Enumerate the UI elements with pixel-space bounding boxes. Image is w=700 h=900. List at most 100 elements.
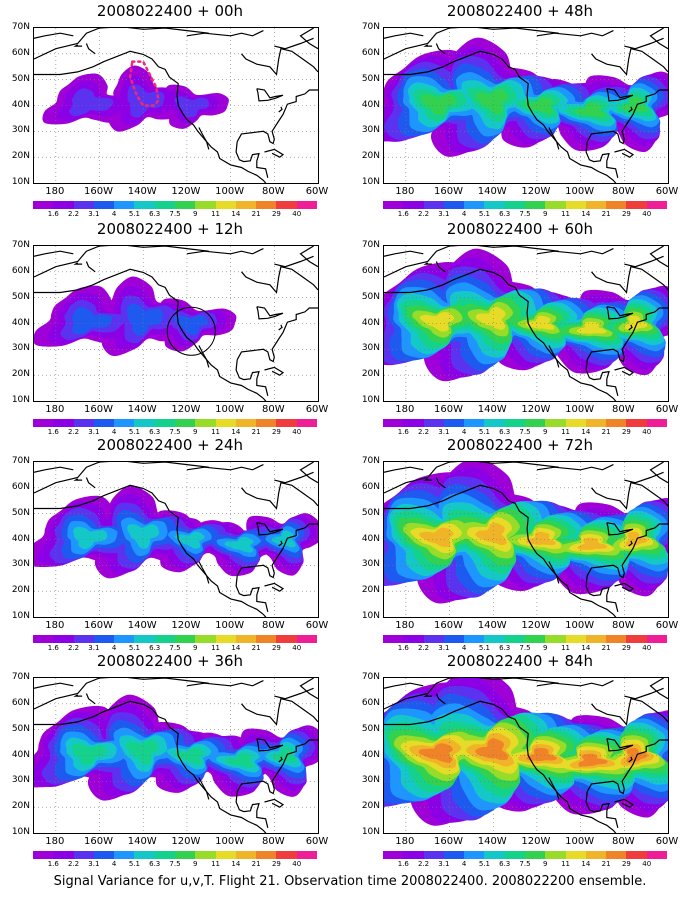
colorbar-swatch bbox=[235, 635, 257, 643]
coastline bbox=[628, 106, 633, 113]
longitude-label: 140W bbox=[477, 186, 507, 197]
colorbar-tick-label: 4 bbox=[111, 428, 117, 436]
colorbar-swatch bbox=[585, 851, 607, 859]
coastline bbox=[624, 37, 664, 50]
longitude-label: 60W bbox=[305, 186, 329, 197]
colorbar-tick-label: 9 bbox=[193, 644, 198, 652]
colorbar bbox=[33, 201, 317, 209]
coastline bbox=[624, 471, 664, 484]
coastline bbox=[274, 37, 314, 50]
colorbar-swatch bbox=[504, 201, 525, 209]
colorbar-swatch bbox=[646, 635, 667, 643]
variance-contour-level-6 bbox=[126, 739, 159, 765]
coastline bbox=[85, 261, 96, 273]
coastline bbox=[34, 466, 74, 473]
colorbar-swatch bbox=[154, 201, 175, 209]
panel-title: 2008022400 + 60h bbox=[446, 220, 594, 238]
latitude-label: 10N bbox=[11, 611, 30, 621]
colorbar bbox=[383, 851, 667, 859]
colorbar-swatch bbox=[154, 635, 175, 643]
latitude-label: 30N bbox=[11, 125, 30, 136]
colorbar-tick-label: 7.5 bbox=[519, 860, 531, 868]
coastline bbox=[606, 522, 634, 536]
colorbar-labels: 1.6 2.2 3.1 4 5.1 6.3 7.5 9 11 14 21 29 40 bbox=[383, 860, 667, 870]
colorbar-swatch bbox=[524, 851, 546, 859]
coastline bbox=[585, 141, 619, 178]
latitude-label: 70N bbox=[361, 456, 380, 466]
colorbar-tick-label: 11 bbox=[561, 210, 571, 218]
colorbar-tick-label: 7.5 bbox=[169, 860, 181, 868]
variance-contour-level-9 bbox=[624, 315, 648, 330]
colorbar-tick-label: 29 bbox=[271, 644, 281, 652]
coastline bbox=[423, 262, 433, 265]
longitude-label: 80W bbox=[261, 836, 285, 847]
colorbar-tick-label: 3.1 bbox=[438, 210, 450, 218]
colorbar-swatch bbox=[484, 419, 505, 427]
colorbar-swatch bbox=[545, 851, 566, 859]
colorbar-tick-label: 6.3 bbox=[149, 428, 161, 436]
coastline bbox=[591, 265, 668, 294]
variance-field-map bbox=[384, 678, 668, 833]
longitude-label: 180 bbox=[395, 186, 415, 197]
latitude-label: 10N bbox=[361, 395, 380, 405]
colorbar-swatch bbox=[33, 851, 54, 859]
colorbar-tick-label: 14 bbox=[581, 644, 591, 652]
longitude-label: 100W bbox=[215, 836, 245, 847]
colorbar-swatch bbox=[403, 635, 424, 643]
longitude-label: 60W bbox=[655, 620, 679, 631]
colorbar-swatch bbox=[606, 851, 627, 859]
coastline bbox=[34, 250, 74, 257]
colorbar-swatch bbox=[484, 201, 505, 209]
coastline bbox=[236, 739, 318, 795]
latitude-label: 60N bbox=[361, 697, 380, 708]
coastline bbox=[198, 777, 210, 800]
colorbar-swatch bbox=[626, 201, 647, 209]
colorbar-swatch bbox=[403, 851, 424, 859]
coastline bbox=[586, 89, 668, 145]
colorbar-swatch bbox=[33, 201, 54, 209]
coastline bbox=[256, 522, 284, 536]
colorbar-tick-label: 7.5 bbox=[169, 210, 181, 218]
coastline bbox=[278, 540, 283, 547]
coastline bbox=[548, 777, 560, 800]
coastline bbox=[384, 250, 424, 257]
colorbar bbox=[383, 419, 667, 427]
colorbar-swatch bbox=[195, 201, 216, 209]
variance-field-map bbox=[384, 246, 668, 401]
coastline bbox=[591, 697, 668, 726]
variance-contour-level-3 bbox=[126, 303, 164, 336]
colorbar-swatch bbox=[114, 635, 135, 643]
coastline bbox=[299, 28, 318, 50]
colorbar-swatch bbox=[93, 419, 115, 427]
longitude-label: 120W bbox=[521, 620, 551, 631]
coastline bbox=[585, 359, 619, 396]
colorbar-swatch bbox=[423, 635, 444, 643]
longitude-label: 160W bbox=[434, 404, 464, 415]
latitude-label: 70N bbox=[361, 240, 380, 250]
latitude-label: 20N bbox=[361, 369, 380, 380]
coastline bbox=[186, 30, 264, 37]
colorbar-swatch bbox=[606, 635, 627, 643]
colorbar-tick-label: 2.2 bbox=[417, 644, 430, 652]
colorbar-tick-label: 6.3 bbox=[149, 644, 161, 652]
variance-field-map bbox=[384, 462, 668, 617]
variance-contour-level-5 bbox=[73, 526, 108, 550]
latitude-label: 20N bbox=[11, 585, 30, 596]
colorbar-tick-label: 3.1 bbox=[438, 860, 450, 868]
colorbar-swatch bbox=[626, 851, 647, 859]
coastline bbox=[236, 307, 318, 363]
colorbar-swatch bbox=[504, 419, 525, 427]
latitude-label: 60N bbox=[11, 697, 30, 708]
colorbar-swatch bbox=[33, 635, 54, 643]
colorbar-tick-label: 5.1 bbox=[128, 428, 140, 436]
colorbar-swatch bbox=[545, 635, 566, 643]
longitude-label: 140W bbox=[127, 836, 157, 847]
colorbar-swatch bbox=[423, 851, 444, 859]
coastline bbox=[591, 481, 668, 510]
coastline bbox=[435, 693, 446, 705]
colorbar-swatch bbox=[626, 419, 647, 427]
coastline bbox=[649, 28, 668, 50]
coastline bbox=[649, 678, 668, 700]
latitude-label: 40N bbox=[361, 533, 380, 544]
longitude-label: 120W bbox=[171, 836, 201, 847]
